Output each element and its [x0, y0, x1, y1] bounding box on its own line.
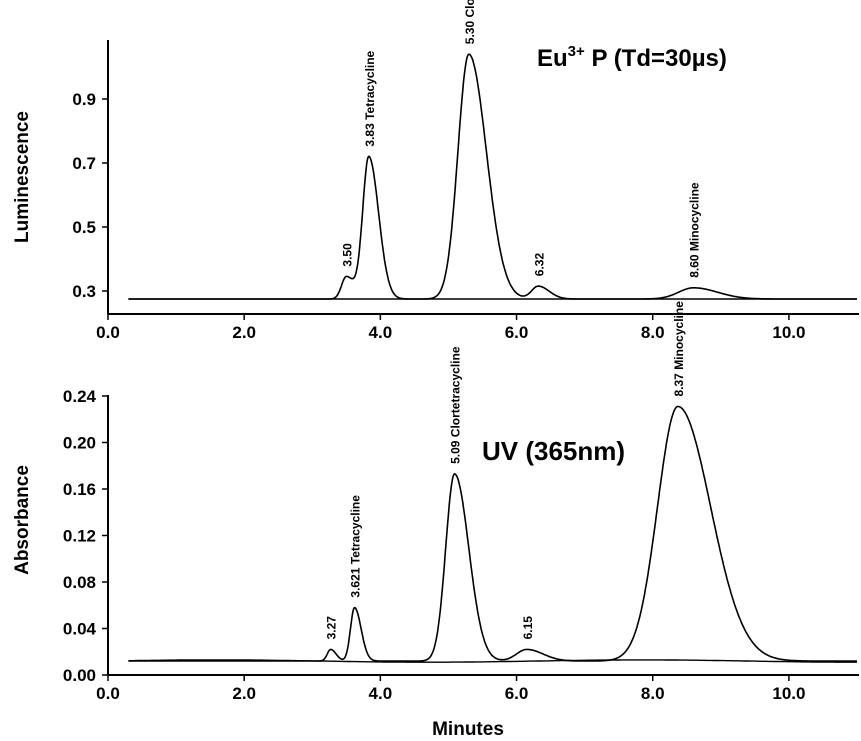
y-tick-label: 0.00 — [63, 666, 96, 685]
chart-annotation: Eu3+ P (Td=30µs) — [537, 43, 727, 72]
x-tick-label: 0.0 — [96, 684, 120, 703]
peak-label: 8.60 Minocycline — [688, 182, 702, 278]
x-tick-label: 8.0 — [641, 684, 665, 703]
x-tick-label: 10.0 — [772, 684, 805, 703]
y-tick-label: 0.9 — [72, 90, 96, 109]
x-tick-label: 4.0 — [369, 684, 393, 703]
absorbance-panel: 0.0 2.0 4.0 6.0 8.0 10.0 0.00 0.04 0.08 0.12 0.16 0… — [12, 301, 859, 740]
x-tick-label: 4.0 — [369, 323, 393, 342]
y-tick-label: 0.16 — [63, 480, 96, 499]
chart-annotation: UV (365nm) — [482, 436, 625, 466]
y-tick-label: 0.04 — [63, 620, 97, 639]
x-tick-label: 10.0 — [772, 323, 805, 342]
y-tick-label: 0.3 — [72, 282, 96, 301]
peak-label: 5.30 Clortetracycline — [463, 0, 477, 44]
peak-label: 3.27 — [325, 616, 339, 640]
x-tick-label: 2.0 — [232, 323, 256, 342]
y-tick-label: 0.12 — [63, 527, 96, 546]
peak-label: 5.09 Clortetracycline — [449, 346, 463, 464]
x-tick-label: 0.0 — [96, 323, 120, 342]
y-axis-title: Absorbance — [12, 465, 33, 575]
baseline-trace — [128, 659, 857, 663]
y-tick-label: 0.24 — [63, 387, 97, 406]
annotation-main: Eu — [537, 45, 568, 72]
x-axis-title: Minutes — [432, 719, 504, 740]
luminescence-panel: 0.0 2.0 4.0 6.0 8.0 10.0 0.3 0.5 0.7 0.9 3.50 3.83… — [12, 0, 859, 342]
annotation-main: UV (365nm) — [482, 436, 625, 466]
peak-label: 3.83 Tetracycline — [363, 50, 377, 146]
y-tick-label: 0.20 — [63, 434, 96, 453]
annotation-superscript: 3+ — [568, 43, 585, 60]
peak-label: 8.37 Minocycline — [672, 301, 686, 397]
chromatogram-trace — [128, 53, 858, 300]
chromatogram-trace — [128, 405, 858, 662]
y-tick-label: 0.5 — [72, 218, 96, 237]
peak-label: 6.15 — [521, 616, 535, 640]
x-tick-label: 6.0 — [505, 684, 529, 703]
annotation-rest: P (Td=30µs) — [585, 45, 727, 72]
x-tick-label: 2.0 — [232, 684, 256, 703]
y-tick-label: 0.7 — [72, 154, 96, 173]
x-tick-label: 6.0 — [505, 323, 529, 342]
x-tick-label: 8.0 — [641, 323, 665, 342]
peak-label: 6.32 — [532, 253, 546, 277]
peak-label: 3.50 — [340, 243, 354, 267]
y-tick-label: 0.08 — [63, 573, 96, 592]
y-axis-title: Luminescence — [12, 111, 33, 243]
peak-label: 3.621 Tetracycline — [349, 495, 363, 598]
